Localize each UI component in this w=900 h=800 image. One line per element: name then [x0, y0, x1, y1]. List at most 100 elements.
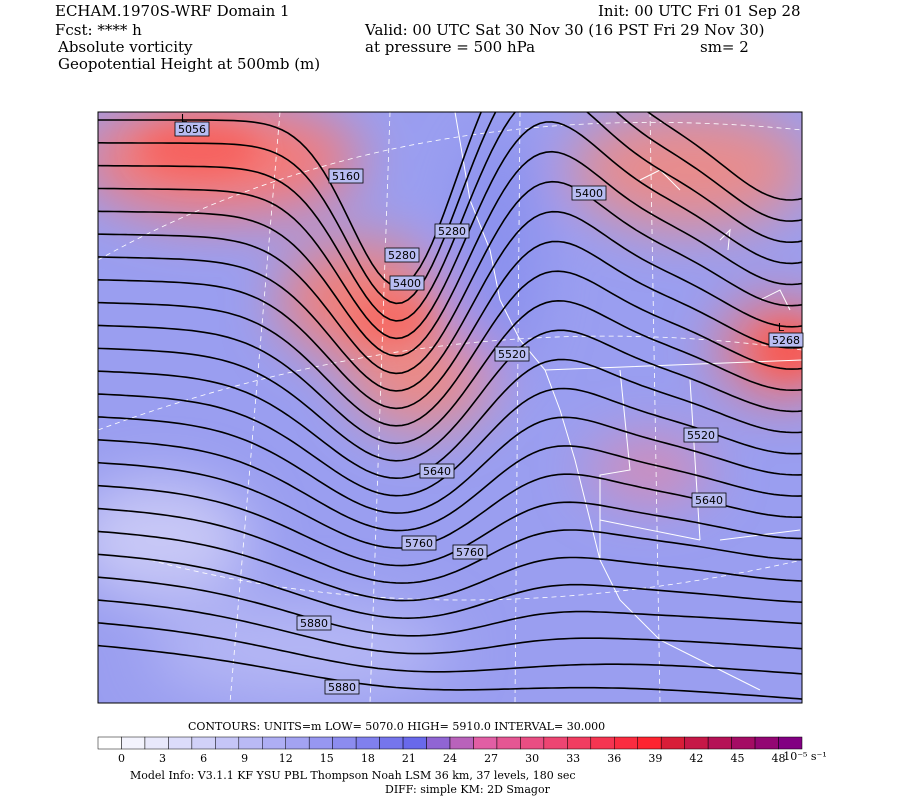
colorbar-label: 30: [525, 752, 539, 765]
label-box: [768, 332, 804, 348]
colorbar-label: 18: [361, 752, 375, 765]
colorbar-swatch: [285, 736, 310, 750]
label-text: 5400: [575, 187, 603, 200]
contour-line: [98, 484, 802, 567]
contour-line: [98, 240, 802, 410]
label-text: 5640: [423, 465, 451, 478]
contour-label: 5280: [384, 247, 420, 263]
colorbar-label: 3: [159, 752, 166, 765]
colorbar-swatch: [121, 736, 146, 750]
contour-label: 5520: [494, 346, 530, 362]
colorbar-swatch: [614, 736, 638, 750]
smoothing: sm= 2: [700, 38, 749, 56]
colorbar-swatch: [144, 736, 169, 750]
label-text: 5280: [388, 249, 416, 262]
contour-line: [98, 507, 802, 584]
valid-time: Valid: 00 UTC Sat 30 Nov 30 (16 PST Fri …: [364, 21, 764, 39]
contour-line: [98, 210, 802, 392]
colorbar-label: 15: [320, 752, 334, 765]
label-box: [384, 247, 420, 263]
colorbar-swatch: [168, 736, 193, 750]
colorbar-swatch: [473, 736, 498, 750]
contour-line: [98, 112, 802, 305]
contour-line: [98, 112, 802, 287]
map: [98, 112, 802, 703]
label-text: 5056: [178, 123, 206, 136]
colorbar-label: 36: [607, 752, 621, 765]
colorbar-label: 39: [648, 752, 662, 765]
diff-info: DIFF: simple KM: 2D Smagor: [385, 783, 551, 796]
contour-line: [98, 530, 802, 602]
label-text: 5280: [438, 225, 466, 238]
colorbar-swatch: [496, 736, 521, 750]
colorbar-swatch: [215, 736, 240, 750]
contour-label: 5640: [691, 492, 727, 508]
contour-line: [98, 112, 802, 322]
label-text: 5760: [405, 537, 433, 550]
pressure-level: at pressure = 500 hPa: [365, 38, 535, 56]
contour-line: [98, 299, 802, 445]
contour-line: [98, 644, 802, 700]
colorbar-label: 9: [241, 752, 248, 765]
colorbar-swatch: [97, 736, 122, 750]
label-box: [434, 223, 470, 239]
label-box: [174, 121, 210, 137]
field-name: Absolute vorticity: [57, 38, 193, 56]
label-box: [296, 615, 332, 631]
contour-label: 5280: [434, 223, 470, 239]
label-box: [452, 544, 488, 560]
colorbar-swatch: [590, 736, 615, 750]
label-text: 5760: [456, 546, 484, 559]
title: ECHAM.1970S-WRF Domain 1: [55, 2, 290, 20]
colorbar-swatch: [543, 736, 568, 750]
contour-label: 5760: [401, 535, 437, 551]
label-box: [401, 535, 437, 551]
colorbar-swatch: [520, 736, 545, 750]
contour-line: [98, 329, 802, 462]
label-text: 5880: [328, 681, 356, 694]
map-frame: [97, 111, 803, 704]
label-text: 5880: [300, 617, 328, 630]
label-box: [494, 346, 530, 362]
colorbar-label: 12: [279, 752, 293, 765]
contour-line: [98, 439, 802, 532]
contour-line: [98, 121, 802, 340]
contour-info: CONTOURS: UNITS=m LOW= 5070.0 HIGH= 5910…: [188, 720, 605, 733]
label-box: [691, 492, 727, 508]
contour-line: [98, 150, 802, 357]
colorbar-units: 10⁻⁵ s⁻¹: [783, 750, 827, 763]
colorbar-label: 21: [402, 752, 416, 765]
colorbar-label: 24: [443, 752, 457, 765]
label-box: [683, 427, 719, 443]
label-text: 5520: [498, 348, 526, 361]
model-info: Model Info: V3.1.1 KF YSU PBL Thompson N…: [130, 769, 576, 782]
contour-line: [98, 461, 802, 549]
contour-label: 5268: [768, 332, 804, 348]
contour-label: 5160: [328, 168, 364, 184]
contour-label: 5520: [683, 427, 719, 443]
contour-label: 5400: [389, 275, 425, 291]
label-box: [389, 275, 425, 291]
contour-line: [98, 599, 802, 655]
colorbar-label: 27: [484, 752, 498, 765]
colorbar-swatch: [332, 736, 357, 750]
height-contours: [98, 112, 802, 700]
colorbar-label: 42: [689, 752, 703, 765]
colorbar-swatch: [308, 736, 333, 750]
low-marker: L: [778, 321, 785, 334]
label-box: [324, 679, 360, 695]
colorbar-label: 45: [730, 752, 744, 765]
label-text: 5268: [772, 334, 800, 347]
label-text: 5520: [687, 429, 715, 442]
contour-line: [98, 180, 802, 375]
colorbar-swatch: [355, 736, 380, 750]
contour-line: [98, 553, 802, 620]
label-box: [419, 463, 455, 479]
colorbar-label: 48: [772, 752, 786, 765]
label-text: 5400: [393, 277, 421, 290]
colorbar-swatch: [262, 736, 286, 750]
contour-label: 5760: [452, 544, 488, 560]
contour-line: [98, 270, 802, 427]
